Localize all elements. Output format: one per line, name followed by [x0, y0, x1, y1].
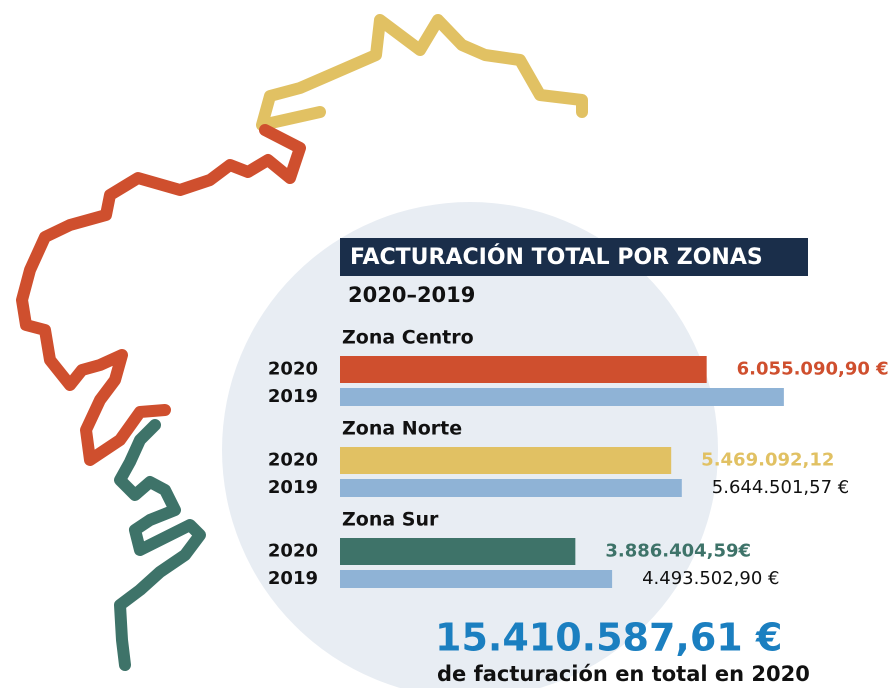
value-label: 5.469.092,12: [701, 450, 834, 471]
year-label: 2020: [268, 541, 318, 562]
value-label: 5.644.501,57 €: [712, 477, 849, 498]
year-label: 2020: [268, 450, 318, 471]
zone-label: Zona Norte: [342, 418, 462, 440]
year-label: 2019: [268, 386, 318, 407]
value-label: 3.886.404,59€: [605, 541, 751, 562]
zone-label: Zona Centro: [342, 327, 474, 349]
year-label: 2019: [268, 477, 318, 498]
year-label: 2020: [268, 359, 318, 380]
map-south: [114, 419, 206, 671]
bar: [340, 570, 613, 588]
background-circle: [222, 202, 718, 688]
map-center: [16, 124, 306, 466]
map-outline: [16, 14, 588, 671]
total-value: 15.410.587,61 €: [435, 616, 782, 660]
bar: [340, 356, 707, 383]
total-caption: de facturación en total en 2020: [437, 662, 810, 686]
bar: [340, 447, 672, 474]
map-north: [256, 14, 588, 131]
zone-label: Zona Sur: [342, 509, 439, 531]
chart-title: FACTURACIÓN TOTAL POR ZONAS: [350, 244, 763, 270]
bar: [340, 388, 784, 406]
year-label: 2019: [268, 568, 318, 589]
value-label: 6.055.090,90 €: [737, 359, 889, 380]
chart-subtitle: 2020–2019: [348, 283, 475, 307]
bar: [340, 479, 682, 497]
bar: [340, 538, 576, 565]
title-box: [340, 238, 808, 276]
value-label: 4.493.502,90 €: [642, 568, 779, 589]
